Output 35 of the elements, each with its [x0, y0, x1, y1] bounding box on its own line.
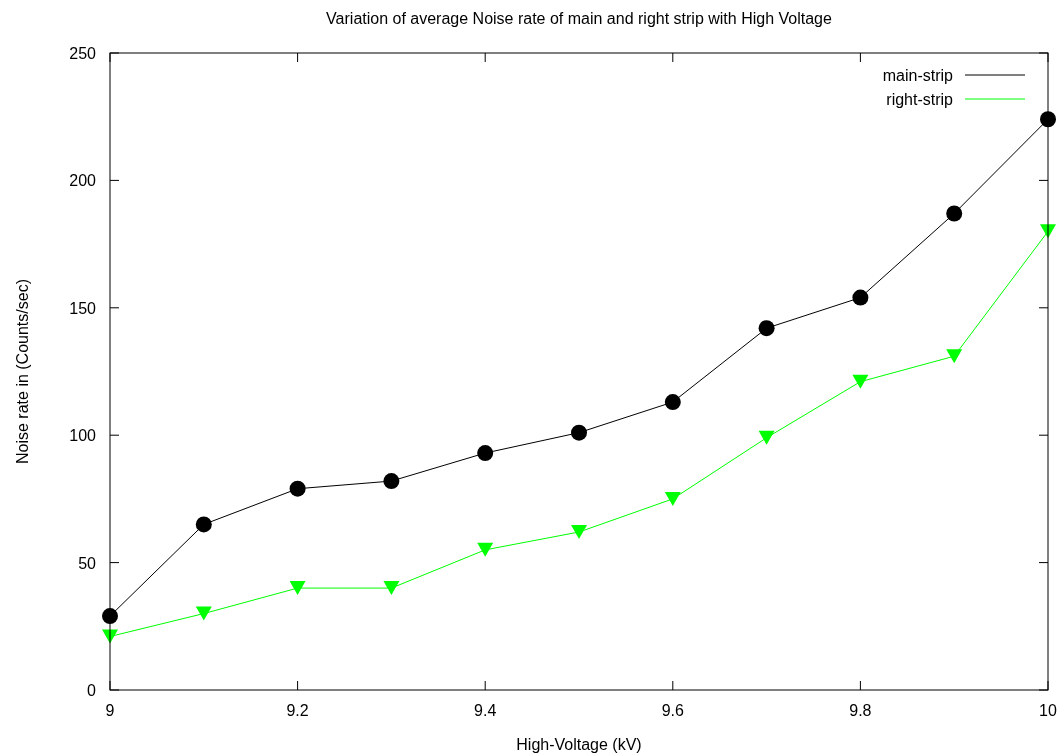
point	[571, 525, 587, 540]
y-tick-label: 150	[69, 299, 97, 317]
point	[852, 289, 869, 306]
point	[477, 542, 494, 557]
point	[477, 445, 494, 462]
point	[946, 349, 963, 364]
point	[571, 424, 587, 441]
point	[195, 516, 212, 533]
point	[664, 394, 681, 411]
x-tick-label: 9.6	[661, 702, 685, 719]
legend-label: right-strip	[886, 91, 954, 108]
point	[195, 606, 212, 621]
point	[852, 374, 869, 389]
chart-title: Variation of average Noise rate of main and right strip with High Voltage	[326, 10, 832, 27]
x-tick-label: 9.4	[474, 702, 497, 719]
y-tick-label: 50	[78, 554, 97, 572]
point	[289, 480, 306, 497]
x-tick-label: 9.8	[849, 702, 872, 719]
y-tick-label: 250	[69, 45, 97, 62]
point	[946, 205, 963, 222]
y-tick-label: 100	[69, 427, 97, 445]
y-axis-title: Noise rate in (Counts/sec)	[14, 279, 31, 464]
x-tick-label: 9.2	[286, 702, 309, 719]
point	[664, 491, 681, 506]
y-tick-label: 200	[69, 172, 97, 190]
point	[758, 430, 775, 445]
point	[758, 320, 775, 337]
x-axis-title: High-Voltage (kV)	[516, 736, 642, 753]
y-tick-label: 0	[87, 682, 97, 699]
x-tick-label: 9	[105, 702, 115, 719]
x-tick-label: 10	[1039, 702, 1057, 719]
point	[383, 581, 400, 596]
point	[383, 473, 400, 490]
legend-label: main-strip	[882, 67, 954, 84]
point	[289, 581, 306, 596]
